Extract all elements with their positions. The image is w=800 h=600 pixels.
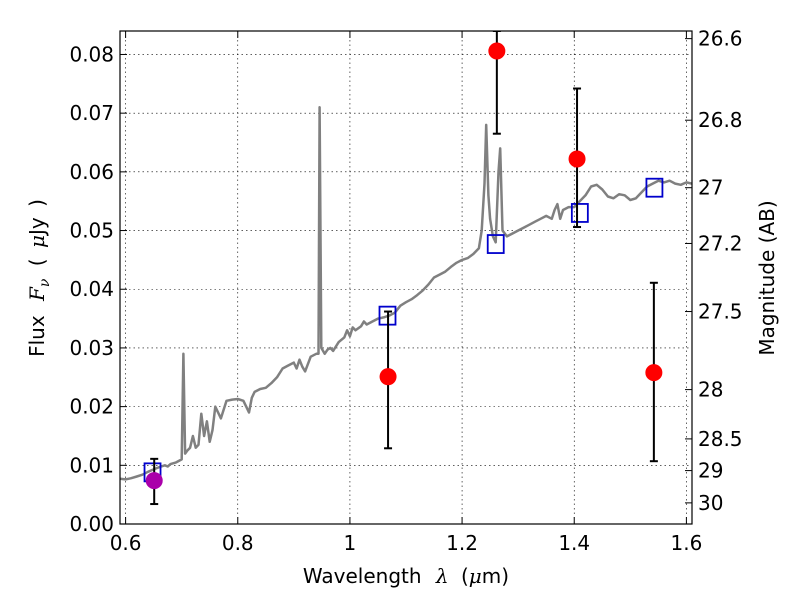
- y2-tick-label: 28: [698, 378, 723, 402]
- y2-tick-label: 27: [698, 176, 723, 200]
- y2-axis-label: Magnitude (AB): [755, 200, 779, 355]
- y-tick-label: 0.05: [69, 219, 114, 243]
- y-axis-label: Flux Fν ( μJy ): [25, 199, 54, 357]
- plot-frame: [119, 30, 693, 525]
- y-tick-label: 0.04: [69, 277, 114, 301]
- y-tick-label: 0.00: [69, 512, 114, 536]
- y-tick-label: 0.02: [69, 395, 114, 419]
- y2-tick-label: 28.5: [698, 427, 743, 451]
- model-square-marker: [645, 177, 664, 198]
- x-tick-label: 0.8: [222, 531, 254, 555]
- x-tick-label: 1.4: [558, 531, 590, 555]
- x-tick-label: 1.6: [670, 531, 702, 555]
- x-tick-label: 1: [344, 531, 357, 555]
- plot-area: [120, 31, 692, 506]
- y-tick-label: 0.06: [69, 160, 114, 184]
- model-square-marker: [486, 234, 505, 254]
- y-tick-label: 0.08: [69, 42, 114, 66]
- y2-tick-label: 26.8: [698, 108, 743, 132]
- observed-point: [379, 368, 397, 386]
- y-tick-label: 0.03: [69, 336, 114, 360]
- model-square-marker: [570, 203, 589, 223]
- y2-tick-label: 26.6: [698, 27, 743, 51]
- y2-tick-label: 29: [698, 459, 723, 483]
- y2-tick-label: 27.5: [698, 300, 743, 324]
- x-tick-label: 0.6: [110, 531, 142, 555]
- axis-ticks: 0.6 0.8 1 1.2 1.4 1.6 0.00 0.01 0.02 0.03 0.04 0.05…: [69, 27, 742, 555]
- y-tick-label: 0.01: [69, 453, 114, 477]
- observed-point: [145, 472, 163, 490]
- y-tick-label: 0.07: [69, 101, 114, 125]
- grid: [120, 31, 692, 525]
- x-tick-label: 1.2: [446, 531, 478, 555]
- y2-tick-label: 27.2: [698, 231, 743, 255]
- spectrum-line: [120, 106, 692, 481]
- y2-tick-label: 30: [698, 491, 723, 515]
- observed-point: [645, 364, 663, 382]
- x-axis-label: Wavelength λ (μm): [303, 564, 509, 588]
- observed-point: [488, 42, 506, 60]
- observed-point: [568, 150, 586, 168]
